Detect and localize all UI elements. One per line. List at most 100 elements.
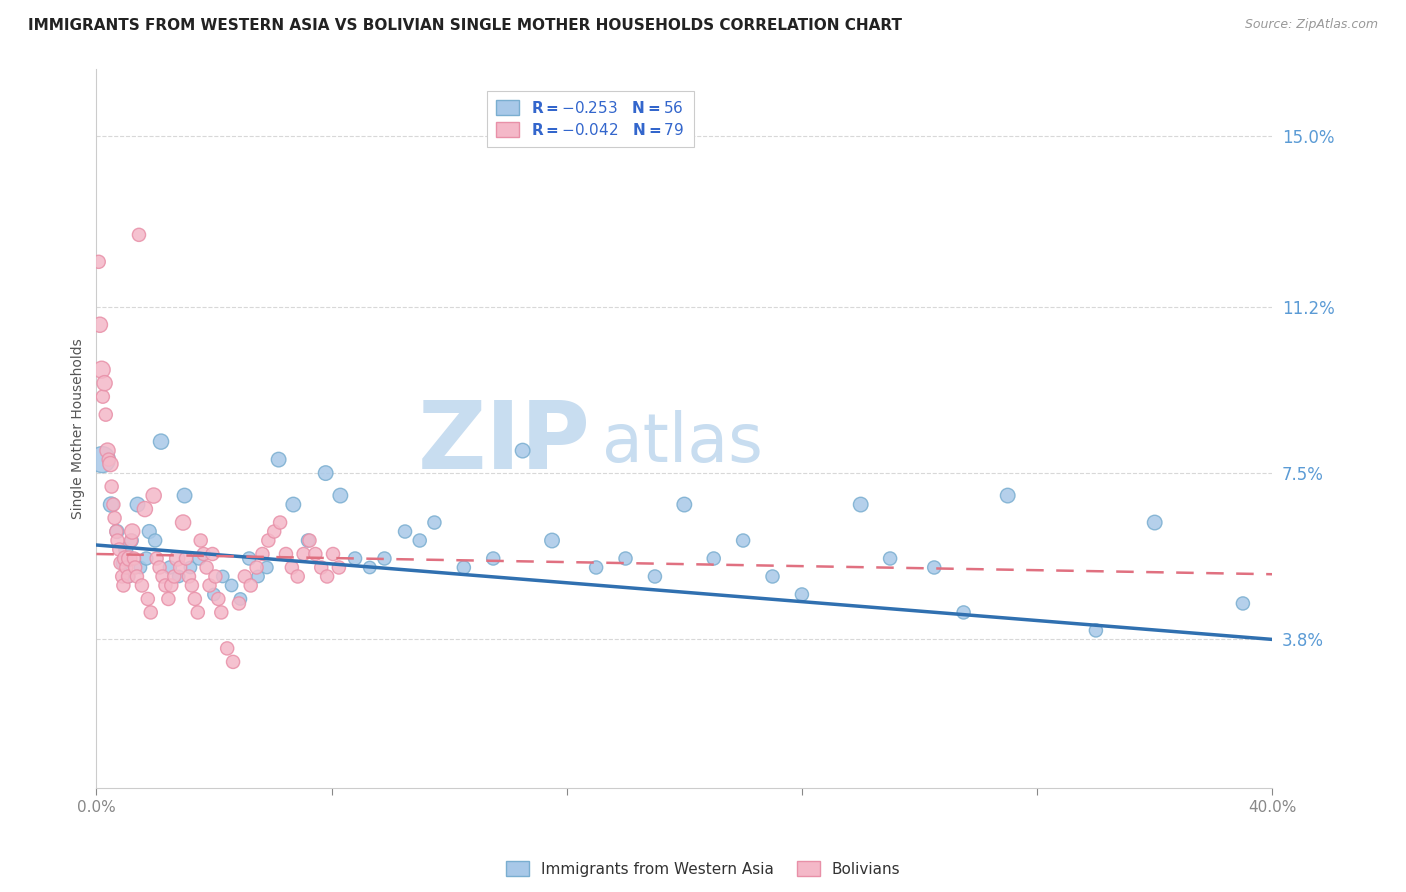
Point bbox=[131, 578, 153, 592]
Point bbox=[316, 569, 339, 583]
Point bbox=[177, 569, 200, 583]
Point bbox=[115, 560, 138, 574]
Point bbox=[142, 489, 165, 503]
Point bbox=[644, 569, 666, 583]
Point bbox=[263, 524, 285, 539]
Point bbox=[148, 560, 170, 574]
Point bbox=[188, 551, 211, 566]
Point bbox=[174, 551, 197, 566]
Point bbox=[209, 606, 232, 620]
Point bbox=[222, 655, 245, 669]
Point bbox=[879, 551, 901, 566]
Point bbox=[193, 547, 215, 561]
Legend: $\mathbf{R = }$$\mathbf{\mathrm{-0.253}}$   $\mathbf{N = }$$\mathbf{\mathrm{56}}: $\mathbf{R = }$$\mathbf{\mathrm{-0.253}}… bbox=[486, 91, 693, 147]
Point bbox=[283, 498, 305, 512]
Point bbox=[157, 591, 180, 606]
Point bbox=[91, 390, 114, 404]
Point bbox=[187, 606, 209, 620]
Point bbox=[1232, 597, 1254, 611]
Point bbox=[245, 560, 267, 574]
Point bbox=[180, 578, 202, 592]
Point bbox=[849, 498, 872, 512]
Point bbox=[233, 569, 256, 583]
Point bbox=[761, 569, 783, 583]
Point bbox=[166, 551, 188, 566]
Point bbox=[169, 560, 191, 574]
Point bbox=[247, 569, 270, 583]
Point bbox=[585, 560, 607, 574]
Point bbox=[217, 641, 239, 656]
Point bbox=[103, 498, 125, 512]
Point bbox=[129, 560, 152, 574]
Point bbox=[202, 587, 225, 601]
Point bbox=[93, 376, 115, 391]
Point bbox=[211, 569, 233, 583]
Point bbox=[292, 547, 315, 561]
Point bbox=[344, 551, 367, 566]
Point bbox=[952, 606, 974, 620]
Point bbox=[139, 606, 162, 620]
Point bbox=[94, 408, 117, 422]
Point bbox=[118, 551, 141, 566]
Point bbox=[167, 569, 190, 583]
Point bbox=[190, 533, 212, 548]
Point bbox=[238, 551, 260, 566]
Text: atlas: atlas bbox=[602, 409, 763, 475]
Point bbox=[703, 551, 725, 566]
Point bbox=[118, 569, 141, 583]
Point bbox=[267, 452, 290, 467]
Point bbox=[145, 551, 167, 566]
Point bbox=[111, 556, 134, 570]
Point bbox=[107, 533, 129, 548]
Point bbox=[89, 318, 111, 332]
Point bbox=[195, 560, 218, 574]
Point bbox=[172, 516, 194, 530]
Point bbox=[179, 560, 201, 574]
Point bbox=[96, 443, 118, 458]
Point bbox=[257, 533, 280, 548]
Point bbox=[229, 591, 252, 606]
Point bbox=[221, 578, 243, 592]
Point bbox=[127, 498, 149, 512]
Point bbox=[122, 551, 145, 566]
Point bbox=[423, 516, 446, 530]
Point bbox=[204, 569, 226, 583]
Text: ZIP: ZIP bbox=[418, 397, 591, 489]
Point bbox=[298, 533, 321, 548]
Point bbox=[997, 489, 1019, 503]
Point bbox=[121, 524, 143, 539]
Point bbox=[150, 434, 173, 449]
Point bbox=[97, 452, 120, 467]
Point bbox=[111, 569, 134, 583]
Point bbox=[114, 551, 136, 566]
Text: Source: ZipAtlas.com: Source: ZipAtlas.com bbox=[1244, 18, 1378, 31]
Legend: Immigrants from Western Asia, Bolivians: Immigrants from Western Asia, Bolivians bbox=[498, 853, 908, 884]
Point bbox=[328, 560, 350, 574]
Point bbox=[100, 457, 122, 471]
Point bbox=[173, 489, 195, 503]
Point bbox=[359, 560, 381, 574]
Point bbox=[409, 533, 432, 548]
Point bbox=[281, 560, 304, 574]
Point bbox=[163, 569, 186, 583]
Point bbox=[297, 533, 319, 548]
Point bbox=[103, 511, 125, 525]
Point bbox=[304, 547, 326, 561]
Point bbox=[135, 551, 157, 566]
Point bbox=[252, 547, 274, 561]
Point bbox=[309, 560, 332, 574]
Point bbox=[100, 498, 122, 512]
Point bbox=[108, 542, 131, 557]
Point bbox=[373, 551, 395, 566]
Point bbox=[673, 498, 696, 512]
Point bbox=[541, 533, 564, 548]
Y-axis label: Single Mother Households: Single Mother Households bbox=[72, 338, 86, 518]
Point bbox=[790, 587, 813, 601]
Point bbox=[87, 255, 110, 269]
Point bbox=[90, 362, 112, 376]
Point bbox=[110, 556, 132, 570]
Point bbox=[453, 560, 475, 574]
Point bbox=[112, 578, 135, 592]
Point bbox=[121, 533, 143, 548]
Point bbox=[201, 547, 224, 561]
